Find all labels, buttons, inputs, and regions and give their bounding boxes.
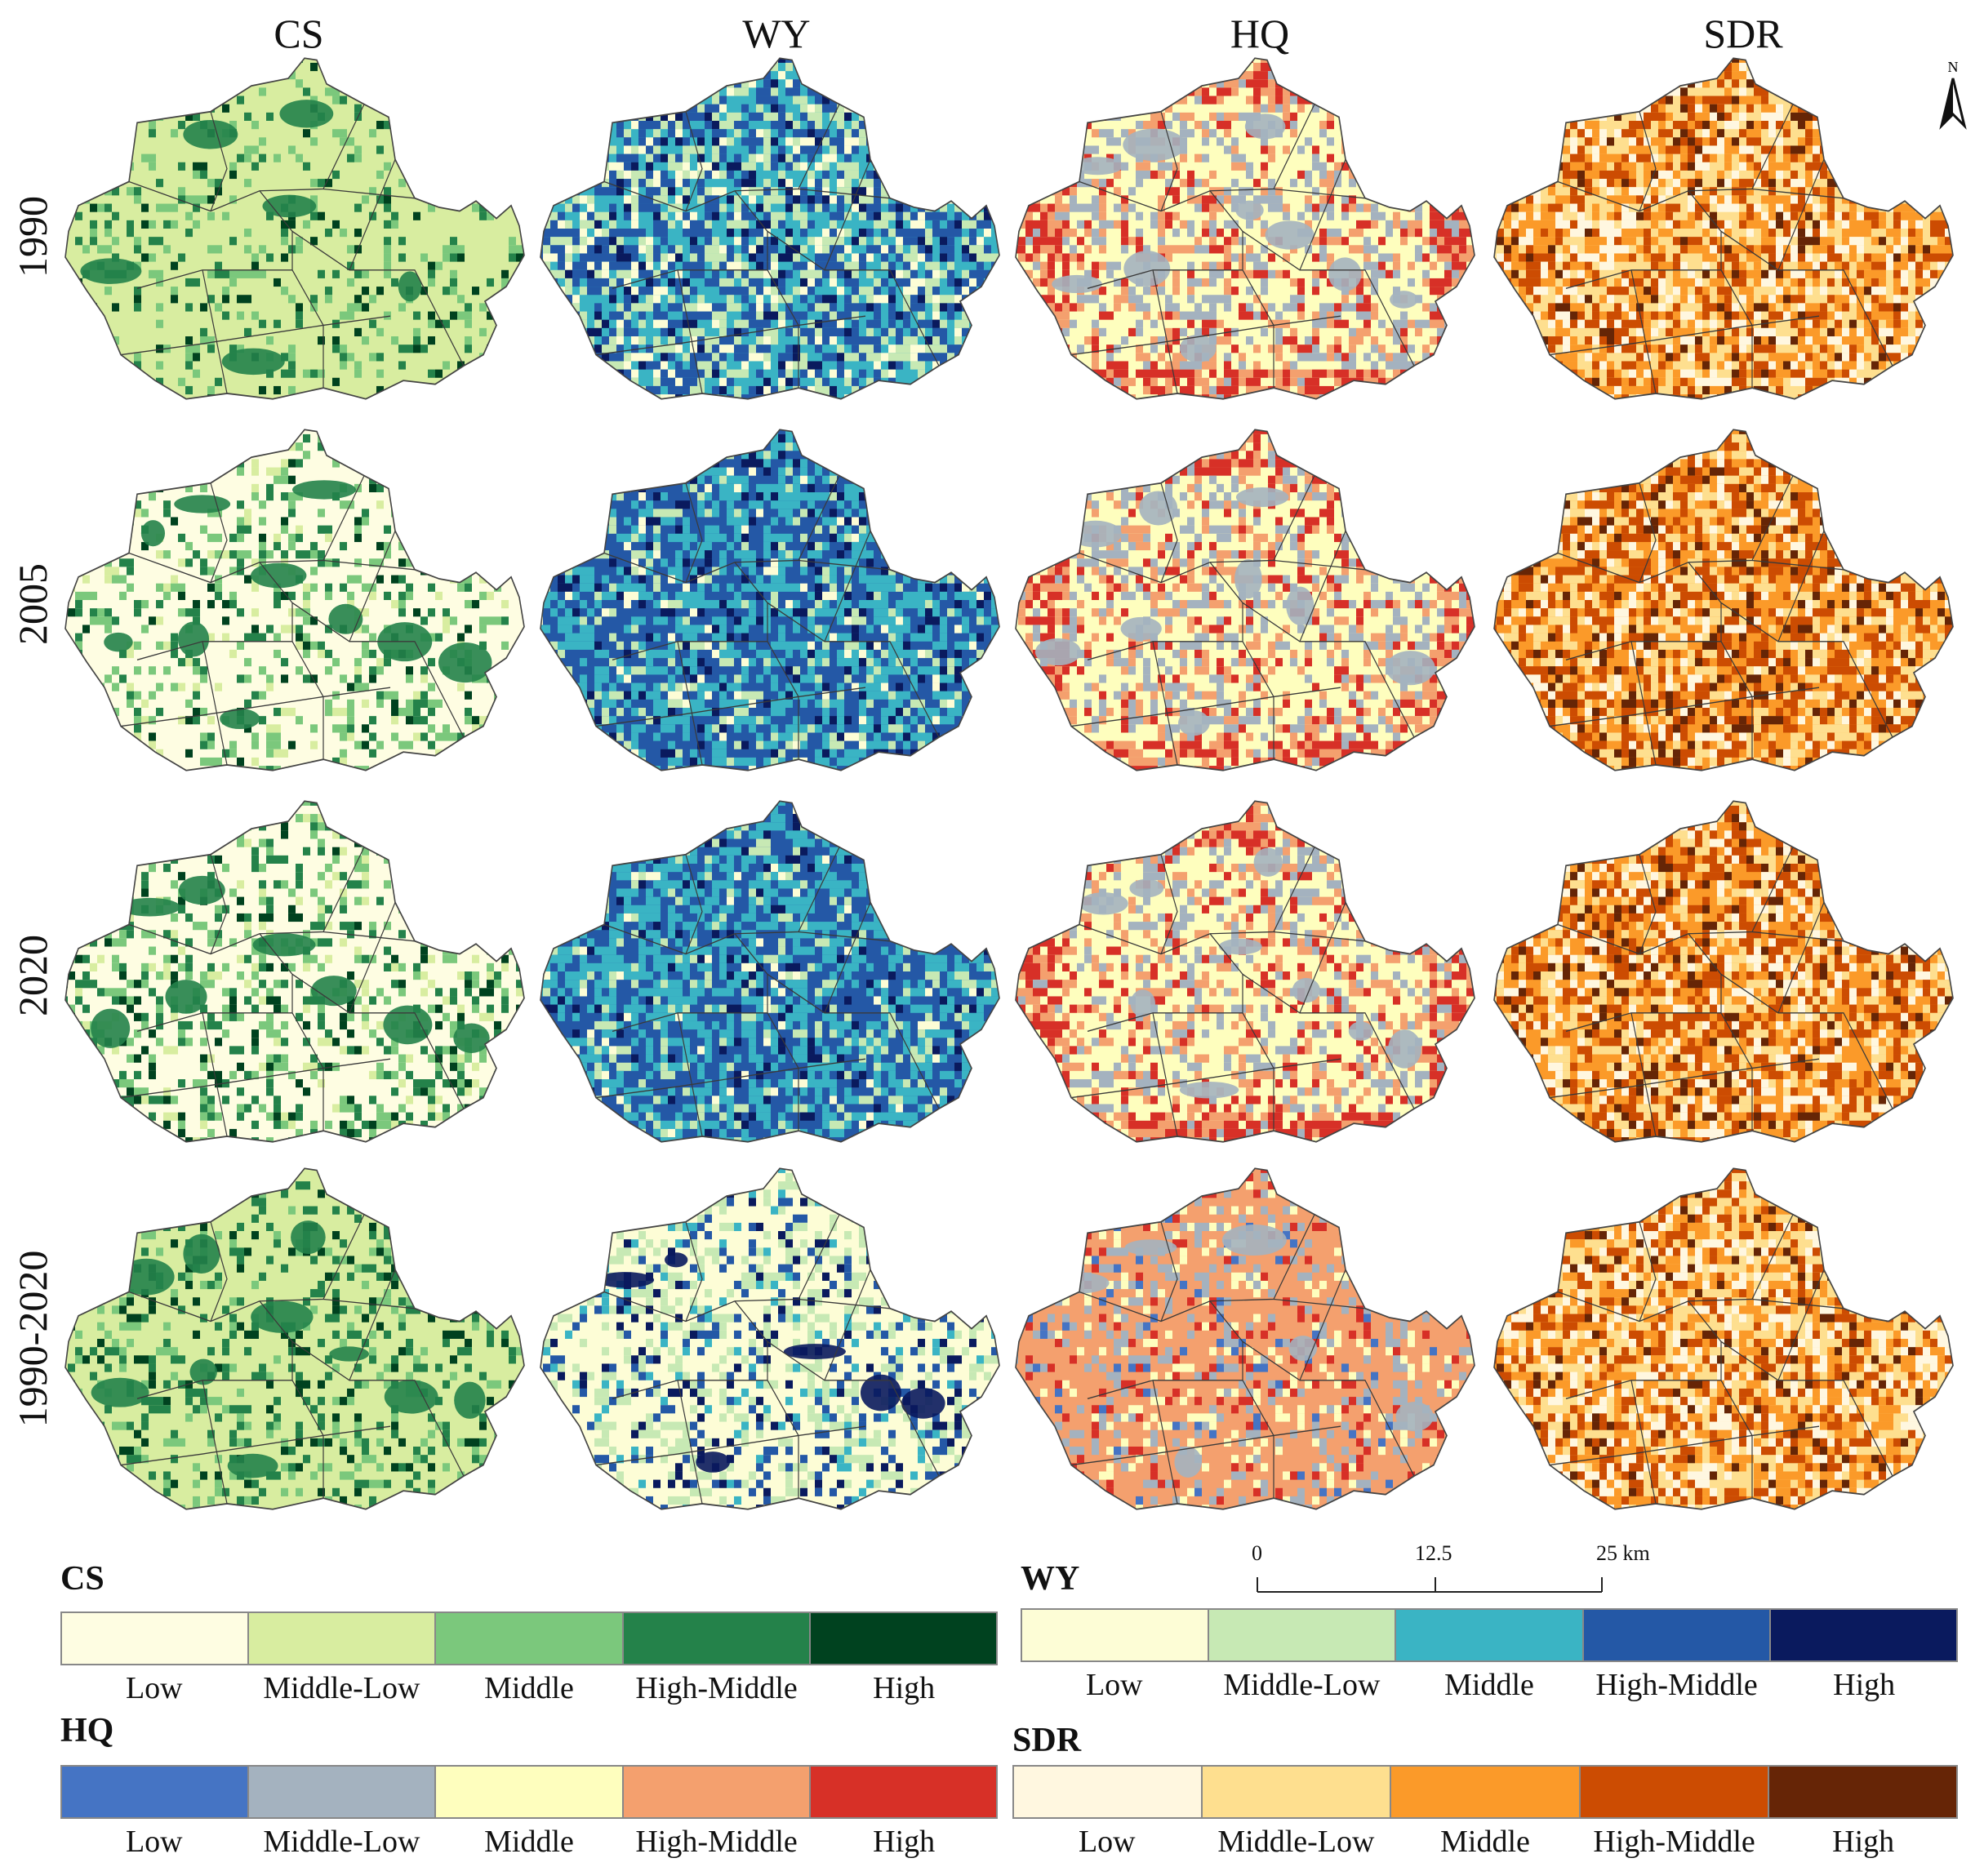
map-wy-1990-2020 (531, 1159, 1004, 1518)
legend-label: Low (60, 1824, 248, 1860)
legend-swatch-wy-0 (1022, 1610, 1210, 1660)
map-wy-2020 (531, 792, 1004, 1151)
legend-swatch-wy-3 (1583, 1610, 1771, 1660)
legend-swatch-hq-1 (249, 1767, 437, 1817)
north-arrow-icon: N (1939, 59, 1967, 130)
legend-swatch-sdr-2 (1391, 1767, 1581, 1817)
map-wy-2005 (531, 420, 1004, 780)
legend-labels-hq: Low Middle-Low Middle High-Middle High (60, 1824, 998, 1860)
legend-labels-wy: Low Middle-Low Middle High-Middle High (1021, 1667, 1958, 1703)
legend-label: Middle (1390, 1824, 1580, 1860)
legend-label: Middle (435, 1670, 623, 1706)
legend-bar-wy (1021, 1608, 1958, 1662)
legend-title-cs: CS (60, 1559, 105, 1598)
legend-swatch-hq-4 (810, 1767, 997, 1817)
legend-swatch-sdr-4 (1768, 1767, 1957, 1817)
legend-label: High-Middle (1583, 1667, 1771, 1703)
scale-label-25-km: 25 km (1596, 1541, 1650, 1566)
north-label: N (1948, 59, 1959, 75)
map-sdr-1990 (1484, 49, 1958, 408)
map-cs-1990 (56, 49, 529, 408)
legend-bar-cs (60, 1611, 998, 1665)
legend-swatch-sdr-0 (1014, 1767, 1203, 1817)
legend-label: Middle-Low (248, 1824, 436, 1860)
legend-label: High (810, 1670, 998, 1706)
legend-label: Low (1021, 1667, 1208, 1703)
legend-swatch-sdr-1 (1203, 1767, 1392, 1817)
legend-title-hq: HQ (60, 1711, 113, 1750)
legend-swatch-cs-0 (62, 1613, 250, 1664)
legend-label: Middle (1395, 1667, 1583, 1703)
legend-swatch-cs-1 (249, 1613, 437, 1664)
map-sdr-2020 (1484, 792, 1958, 1151)
column-title-wy: WY (695, 10, 858, 57)
map-hq-1990 (1006, 49, 1479, 408)
legend-swatch-wy-2 (1396, 1610, 1584, 1660)
legend-swatch-hq-2 (436, 1767, 624, 1817)
map-wy-1990 (531, 49, 1004, 408)
legend-swatch-wy-4 (1770, 1610, 1957, 1660)
legend-title-wy: WY (1021, 1559, 1079, 1598)
legend-swatch-hq-0 (62, 1767, 250, 1817)
map-sdr-1990-2020 (1484, 1159, 1958, 1518)
legend-bar-sdr (1012, 1765, 1958, 1819)
legend-label: Middle-Low (1208, 1667, 1396, 1703)
legend-label: Middle (435, 1824, 623, 1860)
legend-label: High-Middle (623, 1824, 811, 1860)
legend-bar-hq (60, 1765, 998, 1819)
legend-labels-cs: Low Middle-Low Middle High-Middle High (60, 1670, 998, 1706)
legend-swatch-wy-1 (1209, 1610, 1397, 1660)
map-hq-2020 (1006, 792, 1479, 1151)
map-sdr-2005 (1484, 420, 1958, 780)
legend-label: Low (60, 1670, 248, 1706)
scale-bar (1257, 1577, 1603, 1593)
legend-label: High-Middle (1580, 1824, 1769, 1860)
row-title-1990: 1990 (9, 196, 56, 278)
map-hq-1990-2020 (1006, 1159, 1479, 1518)
legend-title-sdr: SDR (1012, 1721, 1081, 1760)
legend-swatch-hq-3 (623, 1767, 811, 1817)
legend-label: High (1770, 1667, 1958, 1703)
legend-label: High (810, 1824, 998, 1860)
legend-swatch-cs-4 (810, 1613, 997, 1664)
legend-label: Middle-Low (248, 1670, 436, 1706)
legend-label: High-Middle (623, 1670, 811, 1706)
column-title-hq: HQ (1178, 10, 1341, 57)
legend-label: Middle-Low (1202, 1824, 1391, 1860)
legend-label: Low (1012, 1824, 1202, 1860)
legend-swatch-sdr-3 (1580, 1767, 1769, 1817)
row-title-2005: 2005 (9, 563, 56, 645)
legend-labels-sdr: Low Middle-Low Middle High-Middle High (1012, 1824, 1958, 1860)
legend-label: High (1768, 1824, 1958, 1860)
row-title-1990-2020: 1990-2020 (9, 1251, 56, 1428)
map-hq-2005 (1006, 420, 1479, 780)
north-arrow: N (1937, 57, 1969, 131)
map-cs-2020 (56, 792, 529, 1151)
map-cs-2005 (56, 420, 529, 780)
row-title-2020: 2020 (9, 935, 56, 1016)
scale-label-12-5: 12.5 (1415, 1541, 1452, 1566)
legend-swatch-cs-2 (436, 1613, 624, 1664)
scale-label-0: 0 (1252, 1541, 1262, 1566)
column-title-sdr: SDR (1661, 10, 1825, 57)
column-title-cs: CS (217, 10, 380, 57)
legend-swatch-cs-3 (623, 1613, 811, 1664)
map-cs-1990-2020 (56, 1159, 529, 1518)
